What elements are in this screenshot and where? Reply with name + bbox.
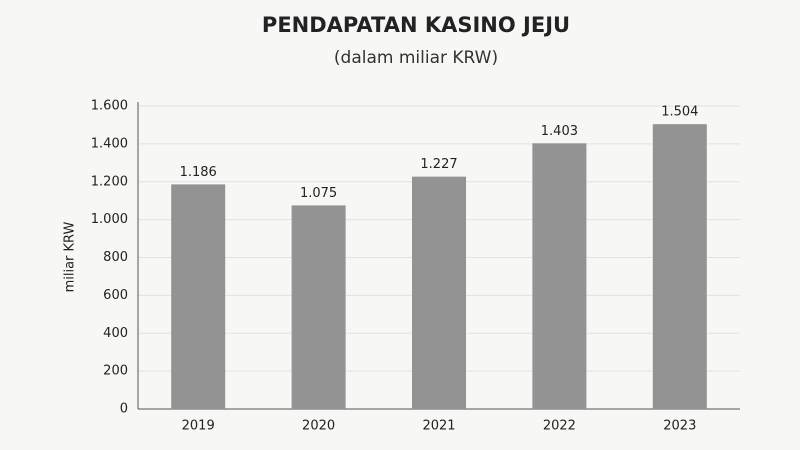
x-tick-label: 2019 xyxy=(182,419,215,434)
chart-title: PENDAPATAN KASINO JEJU xyxy=(262,13,570,37)
bar xyxy=(412,176,466,409)
x-tick-label: 2023 xyxy=(663,419,696,434)
y-tick-label: 1.000 xyxy=(91,212,128,227)
y-tick-label: 600 xyxy=(103,288,128,303)
y-tick-label: 800 xyxy=(103,250,128,265)
value-label: 1.186 xyxy=(180,165,217,180)
y-tick-label: 1.400 xyxy=(91,136,128,151)
y-tick-label: 200 xyxy=(103,364,128,379)
bar xyxy=(291,205,346,409)
y-tick-label: 400 xyxy=(103,326,128,341)
value-label: 1.504 xyxy=(661,105,698,120)
bar xyxy=(532,143,587,409)
y-tick-label: 1.600 xyxy=(91,99,128,114)
value-label: 1.227 xyxy=(420,157,457,172)
x-tick-label: 2022 xyxy=(543,419,576,434)
bar xyxy=(171,184,226,409)
y-axis-label: miliar KRW xyxy=(63,221,78,292)
y-tick-label: 0 xyxy=(120,402,128,417)
x-tick-label: 2020 xyxy=(302,419,335,434)
x-tick-label: 2021 xyxy=(422,419,455,434)
chart-subtitle: (dalam miliar KRW) xyxy=(334,48,498,68)
value-label: 1.403 xyxy=(541,124,578,139)
y-tick-label: 1.200 xyxy=(91,174,128,189)
bar xyxy=(652,124,707,410)
value-label: 1.075 xyxy=(300,186,337,201)
